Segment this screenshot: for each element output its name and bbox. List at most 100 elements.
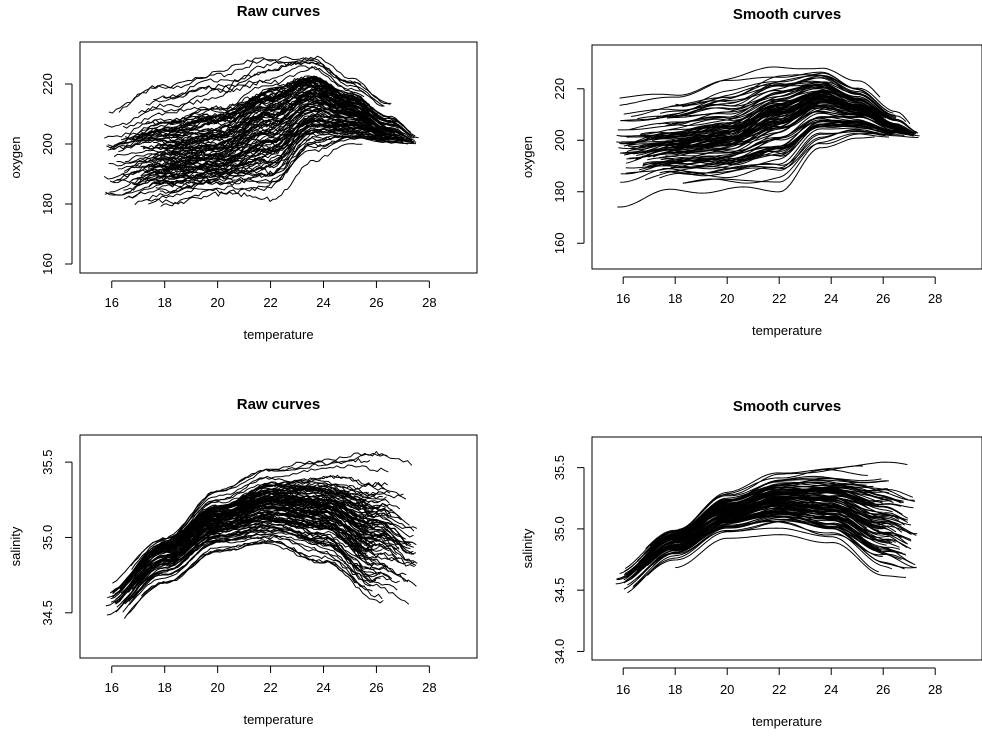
x-tick-label: 28 bbox=[928, 682, 942, 697]
curve-line bbox=[625, 124, 893, 169]
x-tick-label: 28 bbox=[928, 291, 942, 306]
curve-line bbox=[111, 91, 388, 150]
curve-line bbox=[645, 125, 874, 181]
curve-line bbox=[112, 452, 413, 584]
curve-line bbox=[659, 75, 889, 114]
y-tick-label: 34.5 bbox=[552, 578, 567, 603]
x-tick-label: 22 bbox=[772, 291, 786, 306]
curve-line bbox=[166, 482, 379, 545]
x-axis: 16 18 20 22 24 26 28 bbox=[105, 280, 437, 310]
y-axis: 160 180 200 220 bbox=[40, 73, 73, 275]
x-axis: 16 18 20 22 24 26 28 bbox=[105, 665, 437, 695]
curve-line bbox=[656, 516, 906, 562]
x-tick-label: 22 bbox=[263, 295, 277, 310]
x-tick-label: 28 bbox=[422, 680, 436, 695]
curve-line bbox=[666, 83, 918, 133]
curve-line bbox=[104, 65, 365, 128]
curve-line bbox=[110, 498, 389, 600]
curve-line bbox=[131, 464, 389, 570]
y-tick-label: 200 bbox=[40, 133, 55, 155]
curve-line bbox=[132, 523, 417, 591]
x-tick-label: 24 bbox=[316, 680, 330, 695]
y-tick-label: 180 bbox=[40, 193, 55, 215]
y-axis-label: salinity bbox=[520, 528, 535, 568]
x-tick-label: 26 bbox=[369, 295, 383, 310]
curve-line bbox=[631, 95, 871, 151]
curve-line bbox=[148, 108, 364, 162]
curve-line bbox=[141, 542, 384, 604]
curve-line bbox=[642, 496, 900, 561]
x-tick-label: 24 bbox=[824, 291, 838, 306]
x-tick-label: 28 bbox=[422, 295, 436, 310]
curve-line bbox=[111, 490, 368, 592]
curve-line bbox=[108, 56, 362, 114]
panel-oxygen-raw: Raw curves temperature oxygen 16 18 20 22 24… bbox=[8, 3, 478, 342]
x-tick-label: 18 bbox=[157, 295, 171, 310]
curve-line bbox=[671, 486, 876, 535]
panel-title: Raw curves bbox=[237, 3, 320, 20]
curve-line bbox=[115, 525, 393, 613]
curve-line bbox=[680, 122, 869, 162]
panel-salinity-raw: Raw curves temperature salinity 16 18 20 22… bbox=[8, 396, 478, 727]
curve-group bbox=[616, 66, 920, 208]
curve-line bbox=[159, 129, 364, 194]
plot-frame bbox=[591, 436, 982, 661]
curve-line bbox=[120, 504, 400, 594]
curve-line bbox=[172, 77, 364, 132]
curve-line bbox=[653, 106, 873, 158]
curve-line bbox=[648, 485, 889, 552]
x-tick-label: 16 bbox=[105, 680, 119, 695]
curve-line bbox=[617, 136, 875, 208]
curve-line bbox=[670, 496, 880, 537]
y-tick-label: 35.0 bbox=[552, 516, 567, 541]
curve-line bbox=[144, 117, 379, 176]
curve-line bbox=[138, 123, 382, 184]
curve-line bbox=[620, 81, 897, 122]
x-axis: 16 18 20 22 24 26 28 bbox=[616, 667, 942, 697]
plot-frame bbox=[591, 44, 982, 270]
curve-line bbox=[169, 495, 387, 546]
y-tick-label: 35.0 bbox=[40, 525, 55, 550]
curve-line bbox=[649, 512, 872, 565]
curve-line bbox=[169, 497, 391, 549]
y-tick-label: 35.5 bbox=[40, 449, 55, 474]
curve-line bbox=[167, 480, 388, 544]
x-axis-label: temperature bbox=[243, 327, 313, 342]
curve-line bbox=[619, 477, 882, 575]
curve-line bbox=[675, 77, 907, 122]
x-tick-label: 24 bbox=[316, 295, 330, 310]
curve-line bbox=[144, 110, 395, 168]
y-axis-label: oxygen bbox=[8, 137, 23, 179]
x-tick-label: 22 bbox=[772, 682, 786, 697]
curve-line bbox=[628, 107, 864, 159]
curve-line bbox=[667, 119, 875, 165]
curve-line bbox=[140, 117, 405, 177]
panel-oxygen-smooth: Smooth curves temperature oxygen 16 18 20 2… bbox=[520, 6, 982, 338]
x-tick-label: 26 bbox=[876, 682, 890, 697]
curve-line bbox=[146, 119, 411, 175]
curve-line bbox=[147, 135, 403, 205]
curve-line bbox=[142, 98, 404, 150]
curve-line bbox=[138, 65, 368, 114]
x-tick-label: 18 bbox=[668, 682, 682, 697]
curve-line bbox=[123, 540, 373, 619]
curve-line bbox=[647, 90, 870, 139]
curve-line bbox=[160, 143, 363, 207]
curve-line bbox=[116, 85, 409, 147]
x-tick-label: 24 bbox=[824, 682, 838, 697]
y-tick-label: 160 bbox=[40, 253, 55, 275]
y-tick-label: 160 bbox=[552, 232, 567, 254]
plot-frame bbox=[79, 434, 478, 659]
curve-line bbox=[657, 506, 912, 554]
x-tick-label: 20 bbox=[720, 682, 734, 697]
curve-line bbox=[122, 532, 409, 613]
curve-line bbox=[627, 486, 904, 573]
curve-line bbox=[130, 507, 417, 588]
y-tick-label: 34.5 bbox=[40, 600, 55, 625]
curve-line bbox=[161, 517, 389, 573]
curve-line bbox=[653, 100, 906, 148]
curve-line bbox=[114, 497, 367, 595]
x-tick-label: 26 bbox=[876, 291, 890, 306]
curve-line bbox=[153, 131, 365, 186]
curve-line bbox=[680, 85, 912, 130]
